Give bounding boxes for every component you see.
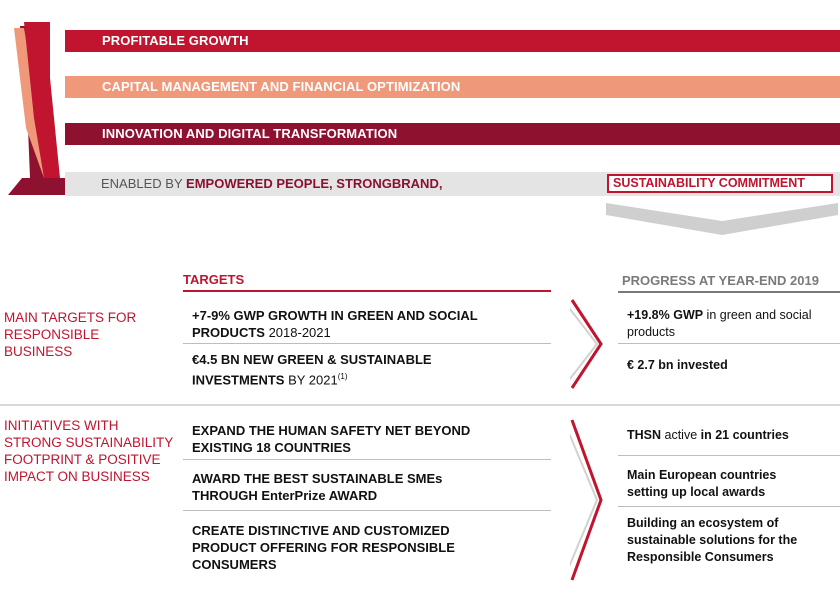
enabled-by-prefix: ENABLED BY: [101, 176, 187, 191]
progress-thsn-name: THSN: [627, 428, 662, 442]
tower-logo-base: [8, 178, 78, 195]
chevron-right-icon: [570, 419, 603, 581]
sustainability-commitment-label: SUSTAINABILITY COMMITMENT: [613, 176, 805, 190]
initiative-human-safety-net: EXPAND THE HUMAN SAFETY NET BEYOND EXIST…: [192, 423, 471, 455]
enabled-by-bold: EMPOWERED PEOPLE, STRONGBRAND,: [186, 176, 443, 191]
progress-thsn-active: active: [661, 428, 701, 442]
progress-header-rule: [618, 291, 840, 293]
chevron-right-icon: [570, 299, 603, 389]
pillar-bar-innovation: [65, 123, 840, 145]
progress-invested: € 2.7 bn invested: [627, 358, 728, 372]
section-divider: [0, 404, 840, 406]
progress-thsn-countries: in 21 countries: [700, 428, 789, 442]
target-green-investments-year: BY 2021: [284, 372, 338, 388]
target-gwp-growth-period: 2018-2021: [264, 325, 331, 340]
footnote-marker: (1): [337, 372, 348, 381]
target-green-investments-bold: €4.5 BN NEW GREEN & SUSTAINABLE INVESTME…: [192, 352, 432, 388]
targets-header-rule: [183, 290, 551, 292]
pillar-label-profitable-growth: PROFITABLE GROWTH: [102, 33, 249, 48]
tower-logo-red: [24, 22, 60, 178]
target-gwp-growth-bold: +7-9% GWP GROWTH IN GREEN AND SOCIAL PRO…: [192, 308, 478, 340]
sustainability-commitment-box: [607, 174, 833, 193]
progress-ecosystem: Building an ecosystem of sustainable sol…: [627, 516, 798, 564]
progress-header: PROGRESS AT YEAR-END 2019: [622, 273, 819, 288]
initiative-row-divider-1: [183, 459, 551, 460]
enabled-by-text: ENABLED BY EMPOWERED PEOPLE, STRONGBRAND…: [101, 175, 442, 193]
initiative-enterprize-award: AWARD THE BEST SUSTAINABLE SMEs THROUGH …: [192, 471, 443, 503]
target-green-investments: €4.5 BN NEW GREEN & SUSTAINABLE INVESTME…: [192, 351, 522, 388]
pillar-bar-capital-management: [65, 76, 840, 98]
targets-header: TARGETS: [183, 272, 245, 287]
pillar-label-innovation: INNOVATION AND DIGITAL TRANSFORMATION: [102, 126, 398, 141]
progress-gwp-bold: +19.8% GWP: [627, 308, 704, 322]
chevron-down-icon: [606, 203, 838, 235]
progress-row-divider: [618, 343, 840, 344]
initiative-responsible-consumers: CREATE DISTINCTIVE AND CUSTOMIZED PRODUC…: [192, 523, 455, 572]
progress-thsn: THSN active in 21 countries: [627, 427, 837, 444]
target-gwp-growth: +7-9% GWP GROWTH IN GREEN AND SOCIAL PRO…: [192, 307, 512, 341]
progress-gwp-rest: in green and social products: [627, 308, 812, 339]
target-row-divider: [183, 343, 551, 344]
progress-local-awards: Main European countries setting up local…: [627, 468, 777, 499]
progress-initiative-divider-2: [618, 506, 840, 507]
progress-gwp: +19.8% GWP in green and social products: [627, 307, 837, 341]
section-main-targets: MAIN TARGETS FOR RESPONSIBLE BUSINESS: [4, 310, 137, 359]
progress-initiative-divider-1: [618, 455, 840, 456]
initiative-row-divider-2: [183, 510, 551, 511]
tower-logo: [8, 22, 78, 195]
pillar-label-capital-management: CAPITAL MANAGEMENT AND FINANCIAL OPTIMIZ…: [102, 79, 461, 94]
section-initiatives: INITIATIVES WITH STRONG SUSTAINABILITY F…: [4, 418, 174, 484]
pillar-bar-profitable-growth: [65, 30, 840, 52]
